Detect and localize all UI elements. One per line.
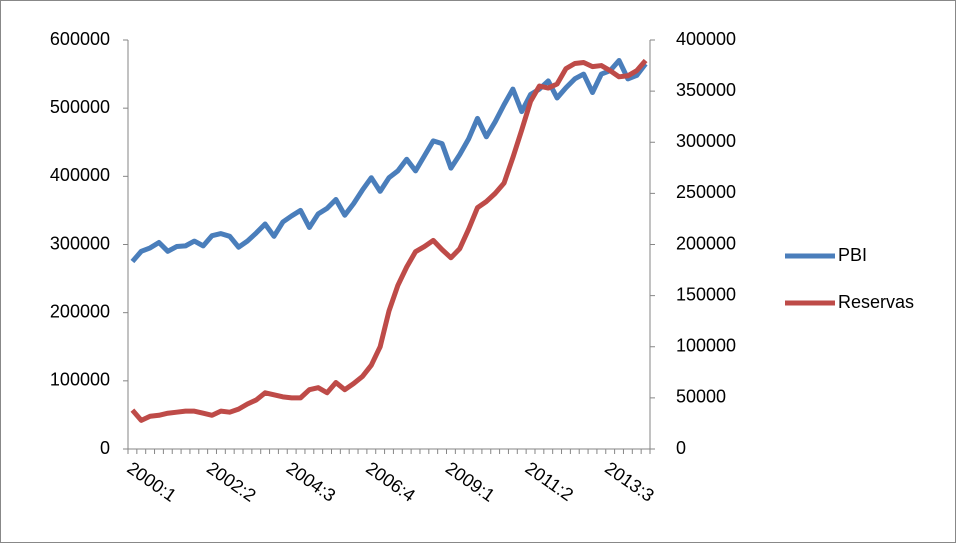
y2-tick-label: 100000 [676, 336, 736, 356]
y2-tick-label: 250000 [676, 182, 736, 202]
y-tick-label: 500000 [50, 97, 110, 117]
legend-label: PBI [838, 245, 867, 265]
series-line [130, 57, 648, 264]
y-tick-label: 300000 [50, 233, 110, 253]
y-tick-label: 100000 [50, 370, 110, 390]
y2-tick-label: 150000 [676, 284, 736, 304]
y2-tick-label: 0 [676, 438, 686, 458]
y2-tick-label: 350000 [676, 80, 736, 100]
y2-tick-label: 50000 [676, 387, 726, 407]
legend-label: Reservas [838, 292, 914, 312]
y2-tick-label: 200000 [676, 233, 736, 253]
series-line [130, 58, 648, 423]
y2-tick-label: 400000 [676, 29, 736, 49]
y-tick-label: 200000 [50, 301, 110, 321]
y2-tick-label: 300000 [676, 131, 736, 151]
y-tick-label: 400000 [50, 165, 110, 185]
y-tick-label: 600000 [50, 29, 110, 49]
y-tick-label: 0 [100, 438, 110, 458]
